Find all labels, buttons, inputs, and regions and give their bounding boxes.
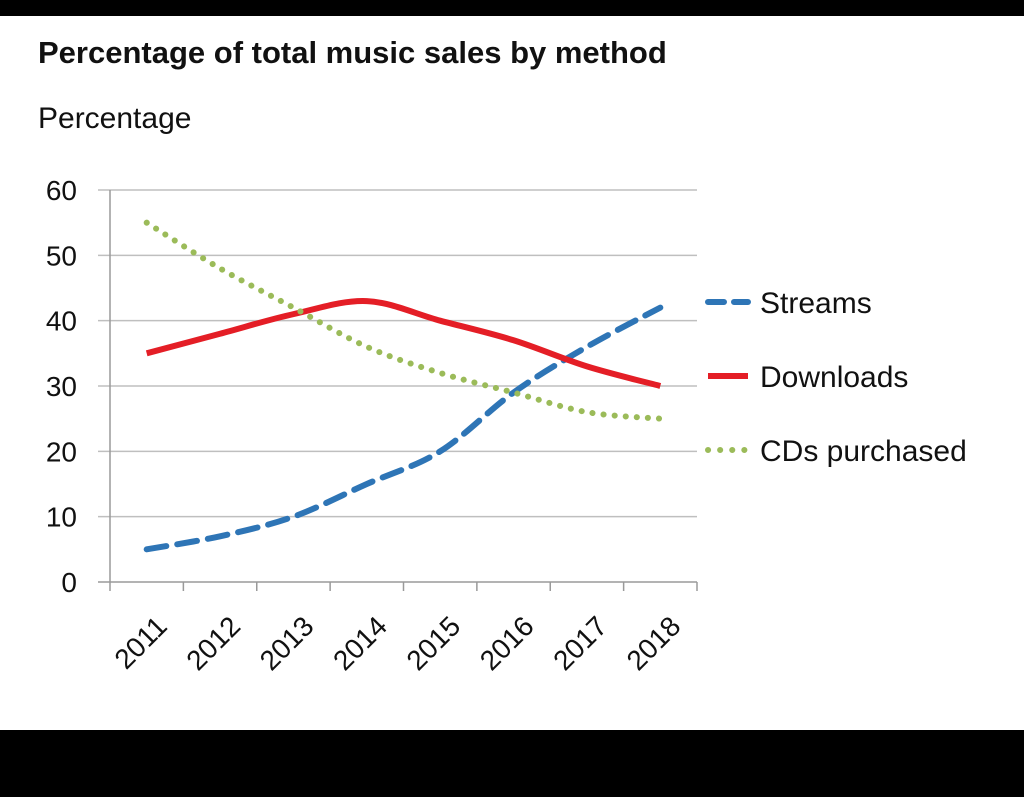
x-tick-label: 2013 — [254, 610, 320, 676]
data-point-streams — [437, 448, 443, 454]
y-tick-labels: 0 10 20 30 40 50 60 — [46, 175, 77, 598]
data-point-downloads — [290, 311, 296, 317]
data-point-downloads — [511, 337, 517, 343]
data-point-cds — [511, 390, 517, 396]
series-line-cds — [143, 219, 664, 422]
grid-lines — [98, 189, 697, 518]
y-tick-label: 40 — [46, 306, 77, 337]
data-point-streams — [290, 514, 296, 520]
chart-title: Percentage of total music sales by metho… — [38, 35, 667, 70]
chart-panel — [0, 16, 1024, 730]
data-point-streams — [584, 344, 590, 350]
data-point-streams — [217, 533, 223, 539]
x-tick-label: 2017 — [547, 610, 613, 676]
data-point-cds — [144, 220, 150, 226]
data-point-downloads — [364, 298, 370, 304]
axes — [98, 190, 698, 591]
series-lines — [143, 219, 664, 553]
data-point-streams — [364, 481, 370, 487]
x-tick-labels: 2011 2012 2013 2014 2015 2016 2017 2018 — [108, 610, 686, 676]
y-tick-label: 30 — [46, 371, 77, 402]
x-tick-label: 2011 — [108, 610, 173, 675]
y-tick-label: 20 — [46, 436, 77, 467]
y-tick-label: 50 — [46, 240, 77, 271]
data-point-downloads — [144, 350, 150, 356]
legend-label-cds: CDs purchased — [760, 435, 967, 468]
y-tick-label: 60 — [46, 175, 77, 206]
x-tick-label: 2016 — [474, 610, 540, 676]
data-point-downloads — [217, 331, 223, 337]
x-tick-label: 2014 — [327, 610, 393, 676]
data-point-cds — [364, 344, 370, 350]
data-point-downloads — [437, 318, 443, 324]
series-line-downloads — [145, 298, 662, 389]
data-point-streams — [657, 305, 663, 311]
data-point-downloads — [584, 363, 590, 369]
data-point-cds — [437, 370, 443, 376]
legend-label-downloads: Downloads — [760, 361, 908, 394]
data-point-downloads — [657, 383, 663, 389]
data-point-cds — [290, 305, 296, 311]
series-line-streams — [143, 304, 664, 553]
legend: Streams Downloads CDs purchased — [705, 287, 967, 468]
data-point-streams — [144, 546, 150, 552]
data-point-cds — [217, 265, 223, 271]
y-axis-label: Percentage — [38, 102, 192, 135]
x-tick-label: 2015 — [400, 610, 466, 676]
data-point-cds — [657, 416, 663, 422]
legend-label-streams: Streams — [760, 287, 872, 320]
x-tick-label: 2012 — [180, 610, 246, 676]
data-point-cds — [584, 409, 590, 415]
x-tick-label: 2018 — [621, 610, 687, 676]
y-tick-label: 0 — [61, 567, 77, 598]
y-tick-label: 10 — [46, 502, 77, 533]
